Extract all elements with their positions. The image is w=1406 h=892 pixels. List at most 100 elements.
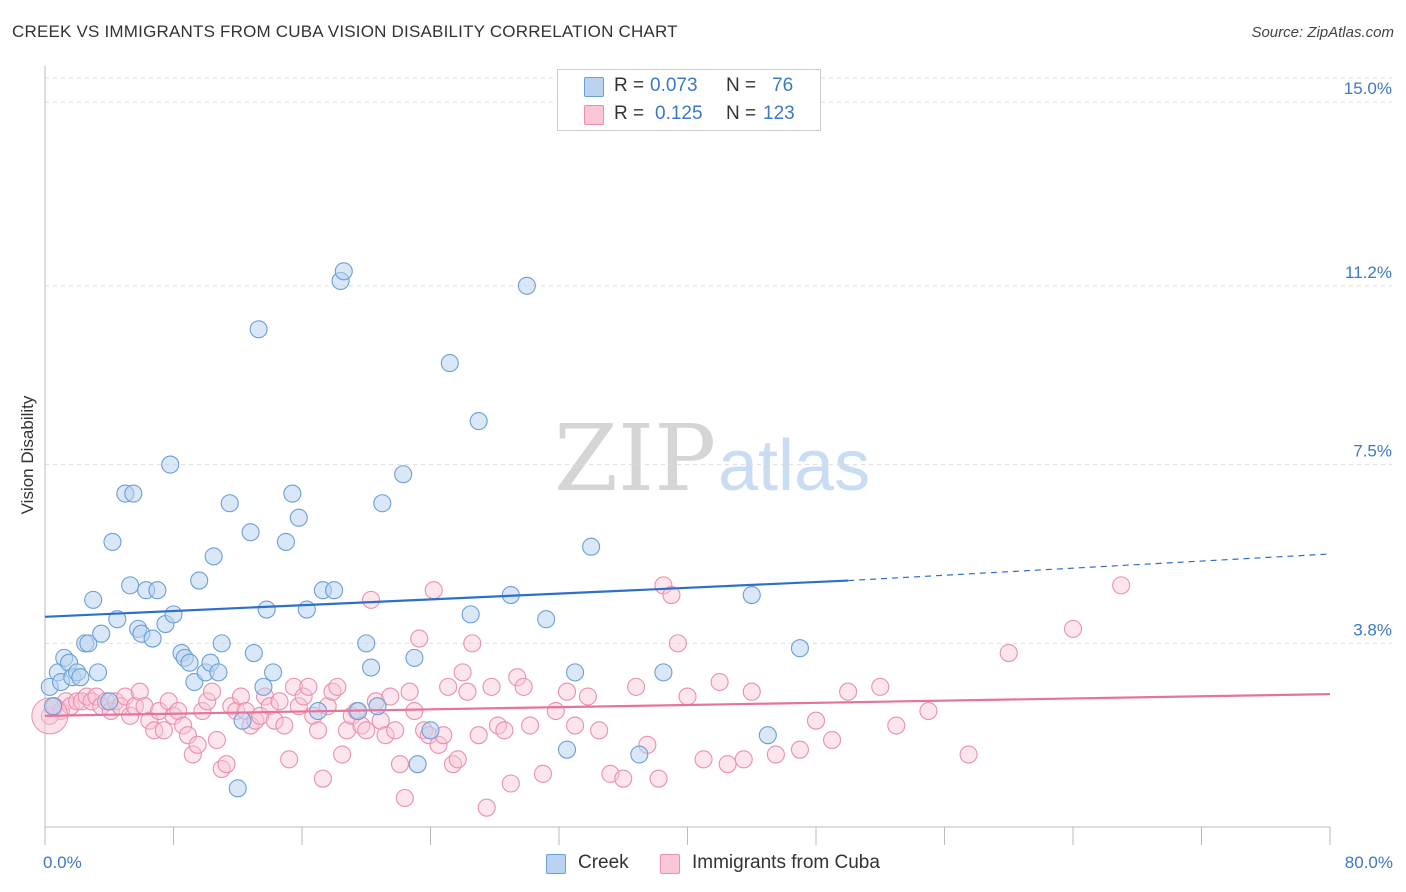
legend-n-label: N = [726, 75, 757, 96]
creek-point [517, 276, 536, 295]
cuba-point [514, 677, 533, 696]
creek-point [249, 320, 268, 339]
cuba-swatch [584, 105, 604, 125]
cuba-point [443, 755, 463, 774]
creek-point [297, 600, 316, 619]
x-tick-label: 80.0% [1345, 853, 1393, 872]
cuba-point [448, 750, 467, 769]
cuba-point [959, 745, 978, 764]
cuba-point [590, 721, 609, 740]
creek-point [582, 537, 601, 556]
cuba-point [662, 586, 681, 605]
cuba-point [207, 730, 226, 750]
cuba-point [212, 759, 231, 779]
cuba-point [668, 634, 687, 653]
cuba-point [557, 682, 577, 701]
creek-point [334, 262, 353, 281]
cuba-point [999, 643, 1018, 663]
cuba-legend-swatch [660, 854, 680, 874]
cuba-point [333, 745, 352, 764]
creek-swatch [584, 77, 604, 97]
creek-point [228, 779, 247, 798]
cuba-point [533, 764, 552, 783]
creek-point [368, 697, 387, 716]
creek-point [148, 581, 167, 600]
cuba-point [154, 721, 173, 740]
creek-point [121, 576, 140, 595]
cuba-point [328, 677, 347, 696]
creek-point [84, 590, 103, 609]
x-tick-label: 0.0% [43, 853, 82, 872]
zipatlas-watermark: ZIP atlas [554, 405, 870, 512]
cuba-point [222, 697, 241, 716]
creek-point [373, 494, 392, 513]
cuba-point [694, 750, 713, 769]
y-tick-label: 15.0% [1344, 79, 1392, 98]
cuba-point [649, 769, 668, 788]
cuba-point [381, 687, 400, 706]
creek-point [108, 610, 127, 629]
cuba-point [566, 716, 585, 735]
creek-point [394, 465, 413, 484]
cuba-point [429, 735, 448, 754]
gridlines [45, 77, 1392, 644]
creek-point [241, 523, 260, 542]
creek-point [103, 532, 122, 551]
creek-point [233, 711, 252, 730]
legend-r-value: 0.073 [650, 75, 698, 96]
cuba-point [390, 755, 410, 774]
cuba-point [164, 706, 183, 725]
cuba-point [806, 711, 826, 730]
creek-point [100, 692, 119, 711]
cuba-point [280, 750, 299, 769]
creek-point [283, 484, 302, 503]
creek-point [362, 658, 381, 677]
creek-point [212, 634, 231, 653]
cuba-point [77, 687, 96, 706]
cuba-point [424, 581, 443, 600]
creek-point [405, 648, 424, 667]
legend-r-label: R = [614, 103, 645, 124]
creek-point [537, 610, 556, 629]
cuba-trend-line [44, 693, 1331, 717]
creek-point [254, 677, 273, 696]
cuba-point [130, 682, 149, 701]
creek-point [325, 581, 344, 600]
cuba-point [174, 716, 193, 735]
cuba-point [477, 798, 496, 817]
creek-point [43, 697, 63, 716]
cuba-point [482, 677, 501, 696]
cuba-point [183, 745, 202, 764]
tick-labels: 3.8% 7.5% 11.2% 15.0% 0.0% 80.0% [43, 79, 1393, 872]
creek-point [408, 755, 427, 774]
cuba-point [68, 692, 87, 711]
cuba-point [766, 745, 785, 764]
creek-point [220, 494, 239, 513]
creek-point [190, 571, 209, 590]
cuba-point [169, 701, 188, 721]
cuba-point [718, 755, 737, 774]
creek-trend-line [44, 579, 849, 618]
creek-point [164, 605, 183, 624]
cuba-point [439, 677, 458, 696]
cuba-point [508, 668, 527, 687]
cuba-point [469, 726, 488, 745]
cuba-point [710, 672, 729, 692]
cuba-point [121, 706, 140, 725]
creek-point [92, 624, 111, 643]
watermark-atlas-text: atlas [718, 426, 870, 506]
cuba-point [614, 769, 633, 788]
creek-point [461, 605, 480, 624]
cuba-point [362, 590, 381, 609]
cuba-point [501, 774, 520, 793]
cuba-point [159, 692, 178, 711]
cuba-point [1112, 576, 1131, 595]
cuba-point [217, 755, 236, 774]
creek-legend-label: Creek [578, 852, 629, 873]
cuba-point [284, 677, 304, 696]
cuba-point [839, 682, 858, 701]
creek-trend-extension [848, 553, 1331, 582]
cuba-point [323, 682, 342, 701]
cuba-point [458, 682, 477, 701]
creek-point [161, 455, 180, 474]
